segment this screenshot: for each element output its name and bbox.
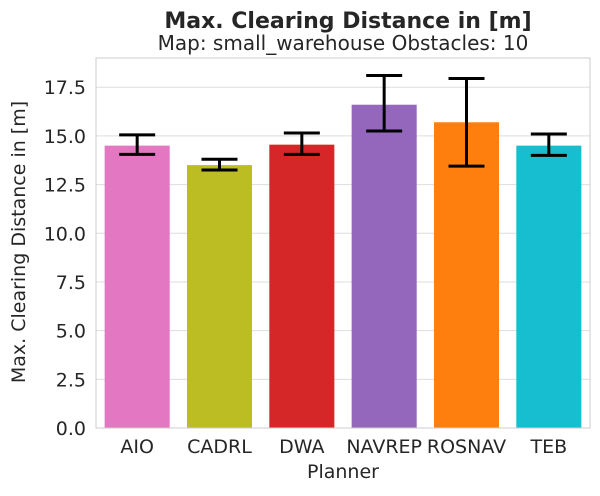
y-tick-label: 17.5 <box>44 77 86 99</box>
y-tick-label: 10.0 <box>44 223 86 245</box>
gridlines <box>96 86 590 429</box>
bar <box>433 122 500 429</box>
y-axis-label: Max. Clearing Distance in [m] <box>8 101 30 383</box>
bar <box>351 104 417 428</box>
x-tick-label: AIO <box>120 436 154 458</box>
y-tick-label: 2.5 <box>56 369 86 391</box>
y-tick-label: 0.0 <box>56 418 86 440</box>
plot-area-frame <box>95 57 591 429</box>
x-tick-label: NAVREP <box>346 436 422 458</box>
y-tick-label: 5.0 <box>56 321 86 343</box>
x-tick-label: DWA <box>279 436 324 458</box>
y-tick-label: 12.5 <box>44 175 86 197</box>
bar <box>269 144 335 428</box>
y-tick-label: 15.0 <box>44 126 86 148</box>
x-tick-label: ROSNAV <box>427 436 506 458</box>
bar <box>104 145 170 428</box>
x-tick-label: TEB <box>530 436 568 458</box>
chart-title: Max. Clearing Distance in [m] <box>164 9 531 34</box>
x-tick-labels: AIO CADRL DWA NAVREP ROSNAV TEB <box>120 436 567 458</box>
y-tick-label: 7.5 <box>56 272 86 294</box>
bar <box>516 145 582 428</box>
chart-subtitle: Map: small_warehouse Obstacles: 10 <box>158 31 529 55</box>
bar <box>186 165 253 428</box>
x-axis-label: Planner <box>307 461 379 483</box>
bars <box>104 104 582 429</box>
error-bars <box>119 74 567 172</box>
y-tick-labels: 0.0 2.5 5.0 7.5 10.0 12.5 15.0 17.5 <box>44 77 86 440</box>
x-tick-label: CADRL <box>187 436 252 458</box>
